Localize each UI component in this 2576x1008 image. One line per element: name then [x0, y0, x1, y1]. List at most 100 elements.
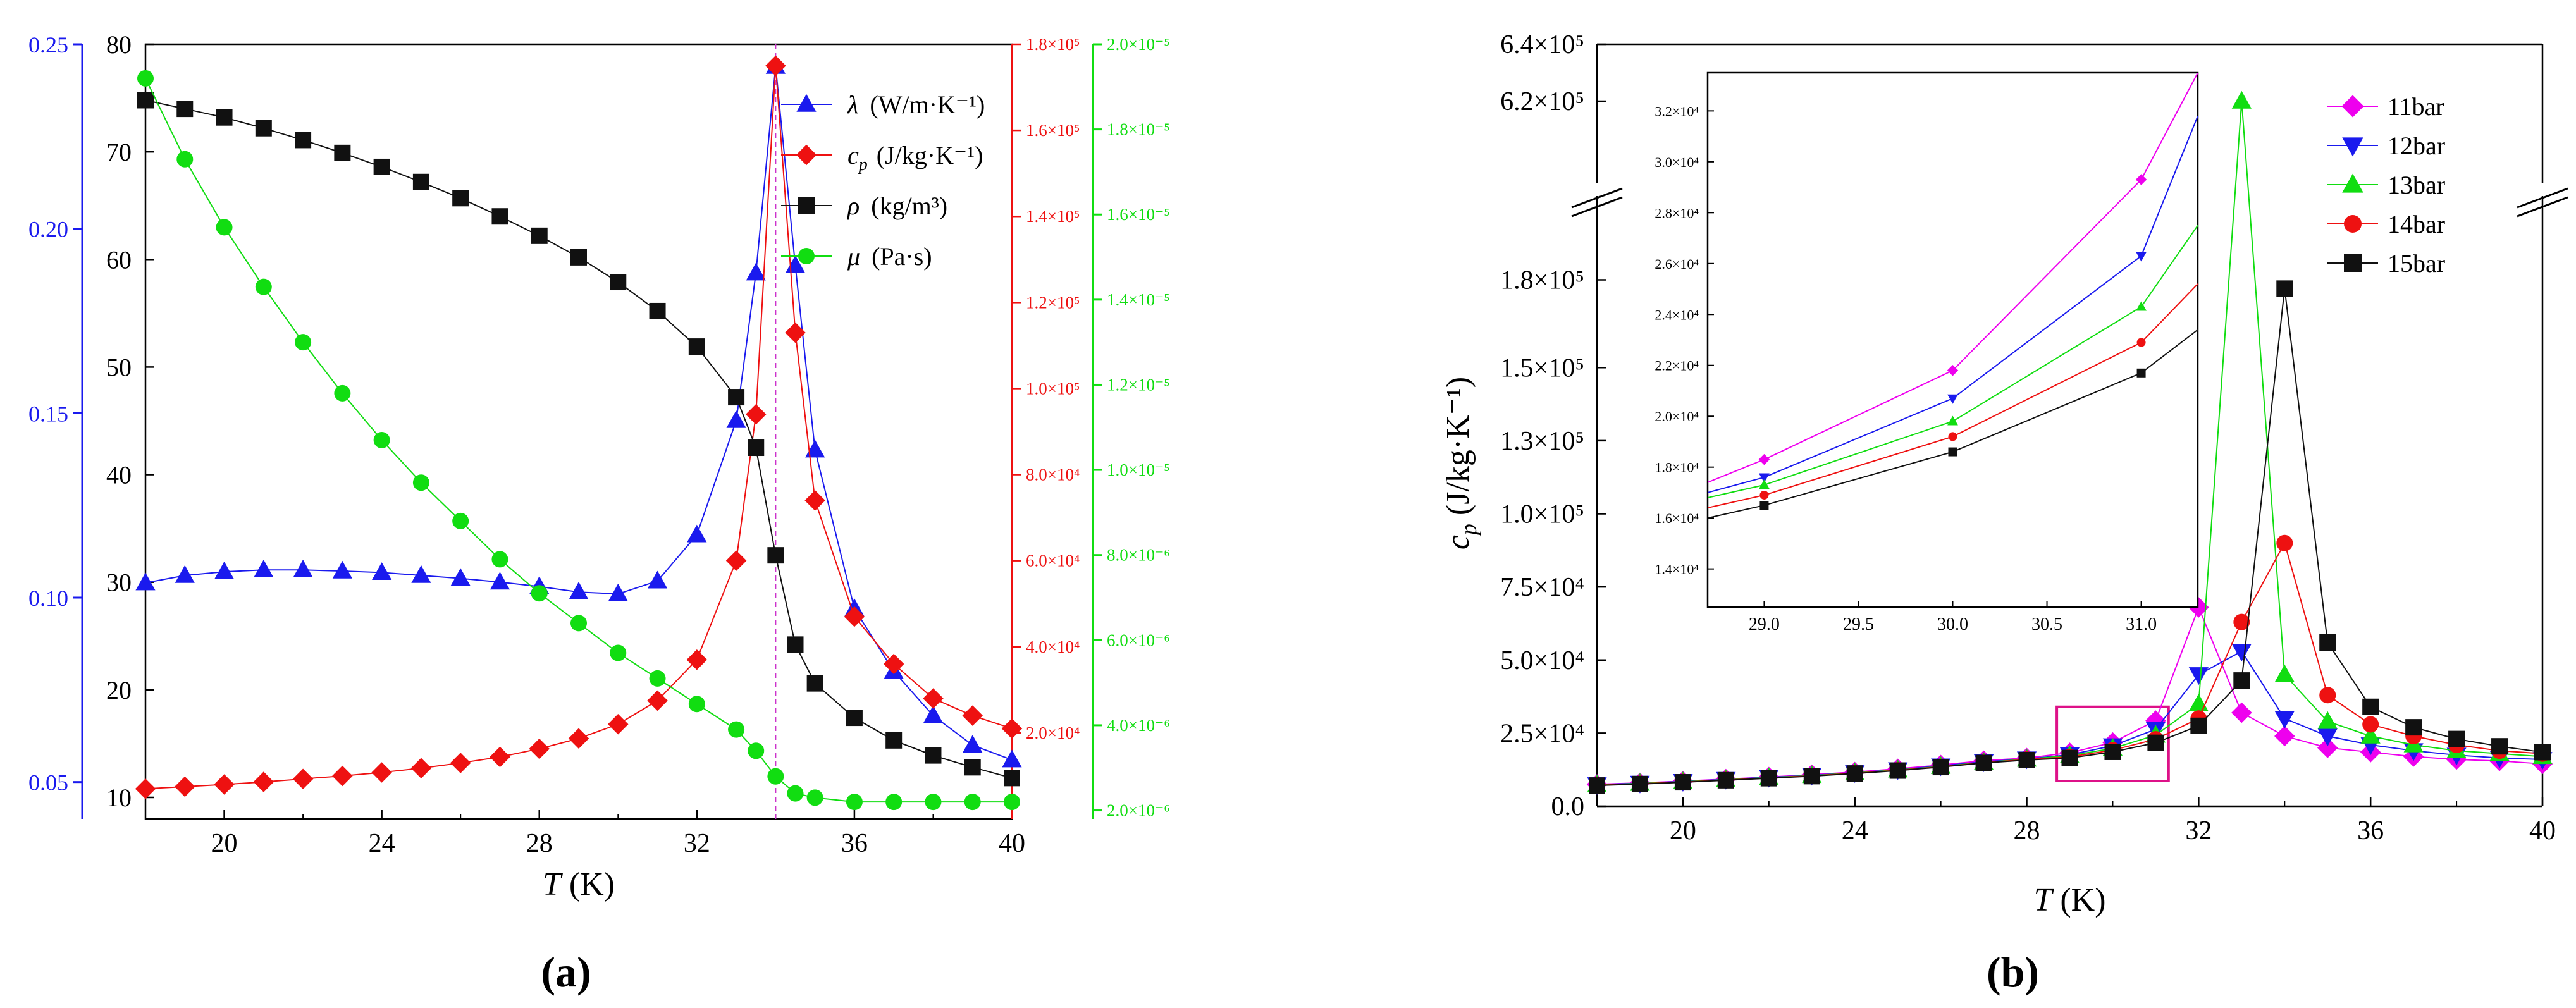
data-point — [787, 636, 804, 653]
x-tick-label-a: 20 — [211, 829, 238, 858]
data-point — [608, 714, 629, 735]
x-axis-label-b: T (K) — [2033, 882, 2105, 918]
data-point — [647, 570, 668, 589]
legend-label: 12bar — [2388, 132, 2445, 160]
legend-marker — [2344, 254, 2362, 272]
data-point — [647, 690, 668, 711]
data-point — [372, 562, 392, 581]
data-point — [608, 583, 628, 601]
legend-marker — [796, 94, 817, 112]
x-tick-label-a: 28 — [526, 829, 553, 858]
data-point — [725, 550, 747, 571]
data-point — [332, 765, 353, 787]
data-point — [765, 55, 786, 77]
inset-y-tick-label: 1.6×10⁴ — [1655, 510, 1699, 526]
inset-series-15bar — [1708, 329, 2198, 519]
series-a-cp — [135, 55, 1023, 799]
data-point — [334, 144, 351, 161]
inset-data-point — [1759, 490, 1769, 500]
x-tick-label-b: 24 — [1842, 816, 1868, 845]
red-axis-tick-label: 1.6×10⁵ — [1026, 121, 1080, 140]
black-axis-tick-label: 20 — [106, 676, 132, 704]
inset-y-tick-label: 2.0×10⁴ — [1655, 409, 1699, 424]
series-line — [145, 66, 1013, 761]
data-point — [767, 547, 784, 564]
x-tick-label-a: 24 — [369, 829, 395, 858]
inset-data-point — [2136, 301, 2147, 311]
y-tick-label-b: 5.0×10⁴ — [1500, 646, 1584, 675]
data-point — [767, 768, 784, 785]
red-axis-tick-label: 6.0×10⁴ — [1026, 551, 1080, 570]
data-point — [2276, 280, 2293, 297]
x-tick-label-a: 36 — [841, 829, 868, 858]
data-point — [373, 431, 390, 448]
data-point — [491, 208, 508, 225]
x-axis-label-a: T (K) — [543, 866, 615, 902]
data-point — [2233, 672, 2250, 689]
data-point — [2233, 613, 2250, 630]
zoom-highlight-box — [2055, 705, 2170, 782]
blue-axis-tick-label: 0.15 — [28, 401, 68, 426]
data-point — [412, 173, 429, 190]
data-point — [295, 334, 312, 351]
green-axis-tick-label: 4.0×10⁻⁶ — [1107, 716, 1170, 735]
data-point — [2405, 719, 2422, 736]
panel-label-a: (a) — [541, 948, 591, 996]
data-point — [649, 670, 666, 687]
legend-marker — [798, 248, 815, 264]
data-point — [255, 120, 272, 137]
legend-label: ρ (kg/m³) — [846, 192, 947, 220]
black-axis-tick-label: 10 — [106, 784, 132, 812]
black-axis-tick-label: 70 — [106, 138, 132, 166]
data-point — [964, 759, 981, 776]
data-point — [2231, 90, 2252, 109]
data-point — [2534, 744, 2551, 761]
data-point — [214, 774, 235, 795]
data-point — [1002, 749, 1022, 768]
green-axis-tick-label: 1.0×10⁻⁵ — [1107, 460, 1170, 479]
legend-label: λ (W/m·K⁻¹) — [847, 90, 985, 119]
data-point — [411, 565, 431, 583]
data-point — [2317, 728, 2338, 747]
red-axis-tick-label: 2.0×10⁴ — [1026, 723, 1080, 742]
legend-marker — [2341, 95, 2364, 118]
legend-marker — [798, 197, 815, 214]
data-point — [292, 768, 314, 789]
data-point — [1932, 759, 1949, 776]
data-point — [923, 688, 944, 709]
data-point — [1889, 762, 1906, 779]
legend-b: 11bar 12bar 13bar 14bar 15bar — [2327, 92, 2445, 278]
inset-y-tick-label: 1.8×10⁴ — [1655, 460, 1699, 476]
data-point — [295, 132, 312, 149]
data-point — [2362, 716, 2379, 733]
data-point — [726, 410, 746, 428]
data-point — [728, 721, 745, 738]
inset-y-tick-label: 1.4×10⁴ — [1655, 562, 1699, 577]
data-point — [688, 696, 705, 713]
data-point — [531, 585, 548, 602]
data-point — [2319, 634, 2336, 651]
data-point — [175, 565, 195, 583]
red-axis-tick-label: 4.0×10⁴ — [1026, 637, 1080, 656]
data-point — [2018, 751, 2035, 768]
data-point — [2274, 711, 2295, 729]
data-point — [1717, 771, 1734, 789]
data-point — [806, 675, 823, 692]
data-point — [610, 644, 627, 661]
inset-data-point — [2135, 174, 2147, 185]
series-b-15bar — [1589, 280, 2551, 794]
legend-marker — [2342, 173, 2363, 193]
panel-label-b: (b) — [1987, 948, 2039, 996]
data-point — [686, 649, 708, 670]
data-point — [452, 512, 469, 529]
legend-label: 14bar — [2388, 210, 2445, 238]
inset-data-point — [1948, 432, 1957, 441]
data-point — [253, 771, 274, 792]
data-point — [332, 560, 352, 579]
green-axis-tick-label: 1.8×10⁻⁵ — [1107, 120, 1170, 139]
data-point — [806, 789, 823, 806]
data-point — [746, 262, 766, 281]
data-point — [2231, 644, 2252, 662]
data-point — [452, 190, 469, 207]
